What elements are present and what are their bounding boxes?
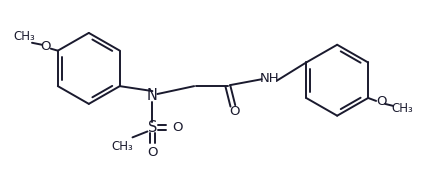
Text: NH: NH — [260, 72, 279, 85]
Text: O: O — [230, 105, 240, 118]
Text: CH₃: CH₃ — [112, 140, 134, 153]
Text: O: O — [147, 146, 158, 159]
Text: N: N — [147, 88, 158, 104]
Text: CH₃: CH₃ — [13, 30, 35, 43]
Text: S: S — [148, 120, 157, 135]
Text: O: O — [41, 40, 51, 53]
Text: O: O — [376, 96, 386, 108]
Text: O: O — [172, 121, 182, 134]
Text: CH₃: CH₃ — [391, 102, 413, 115]
